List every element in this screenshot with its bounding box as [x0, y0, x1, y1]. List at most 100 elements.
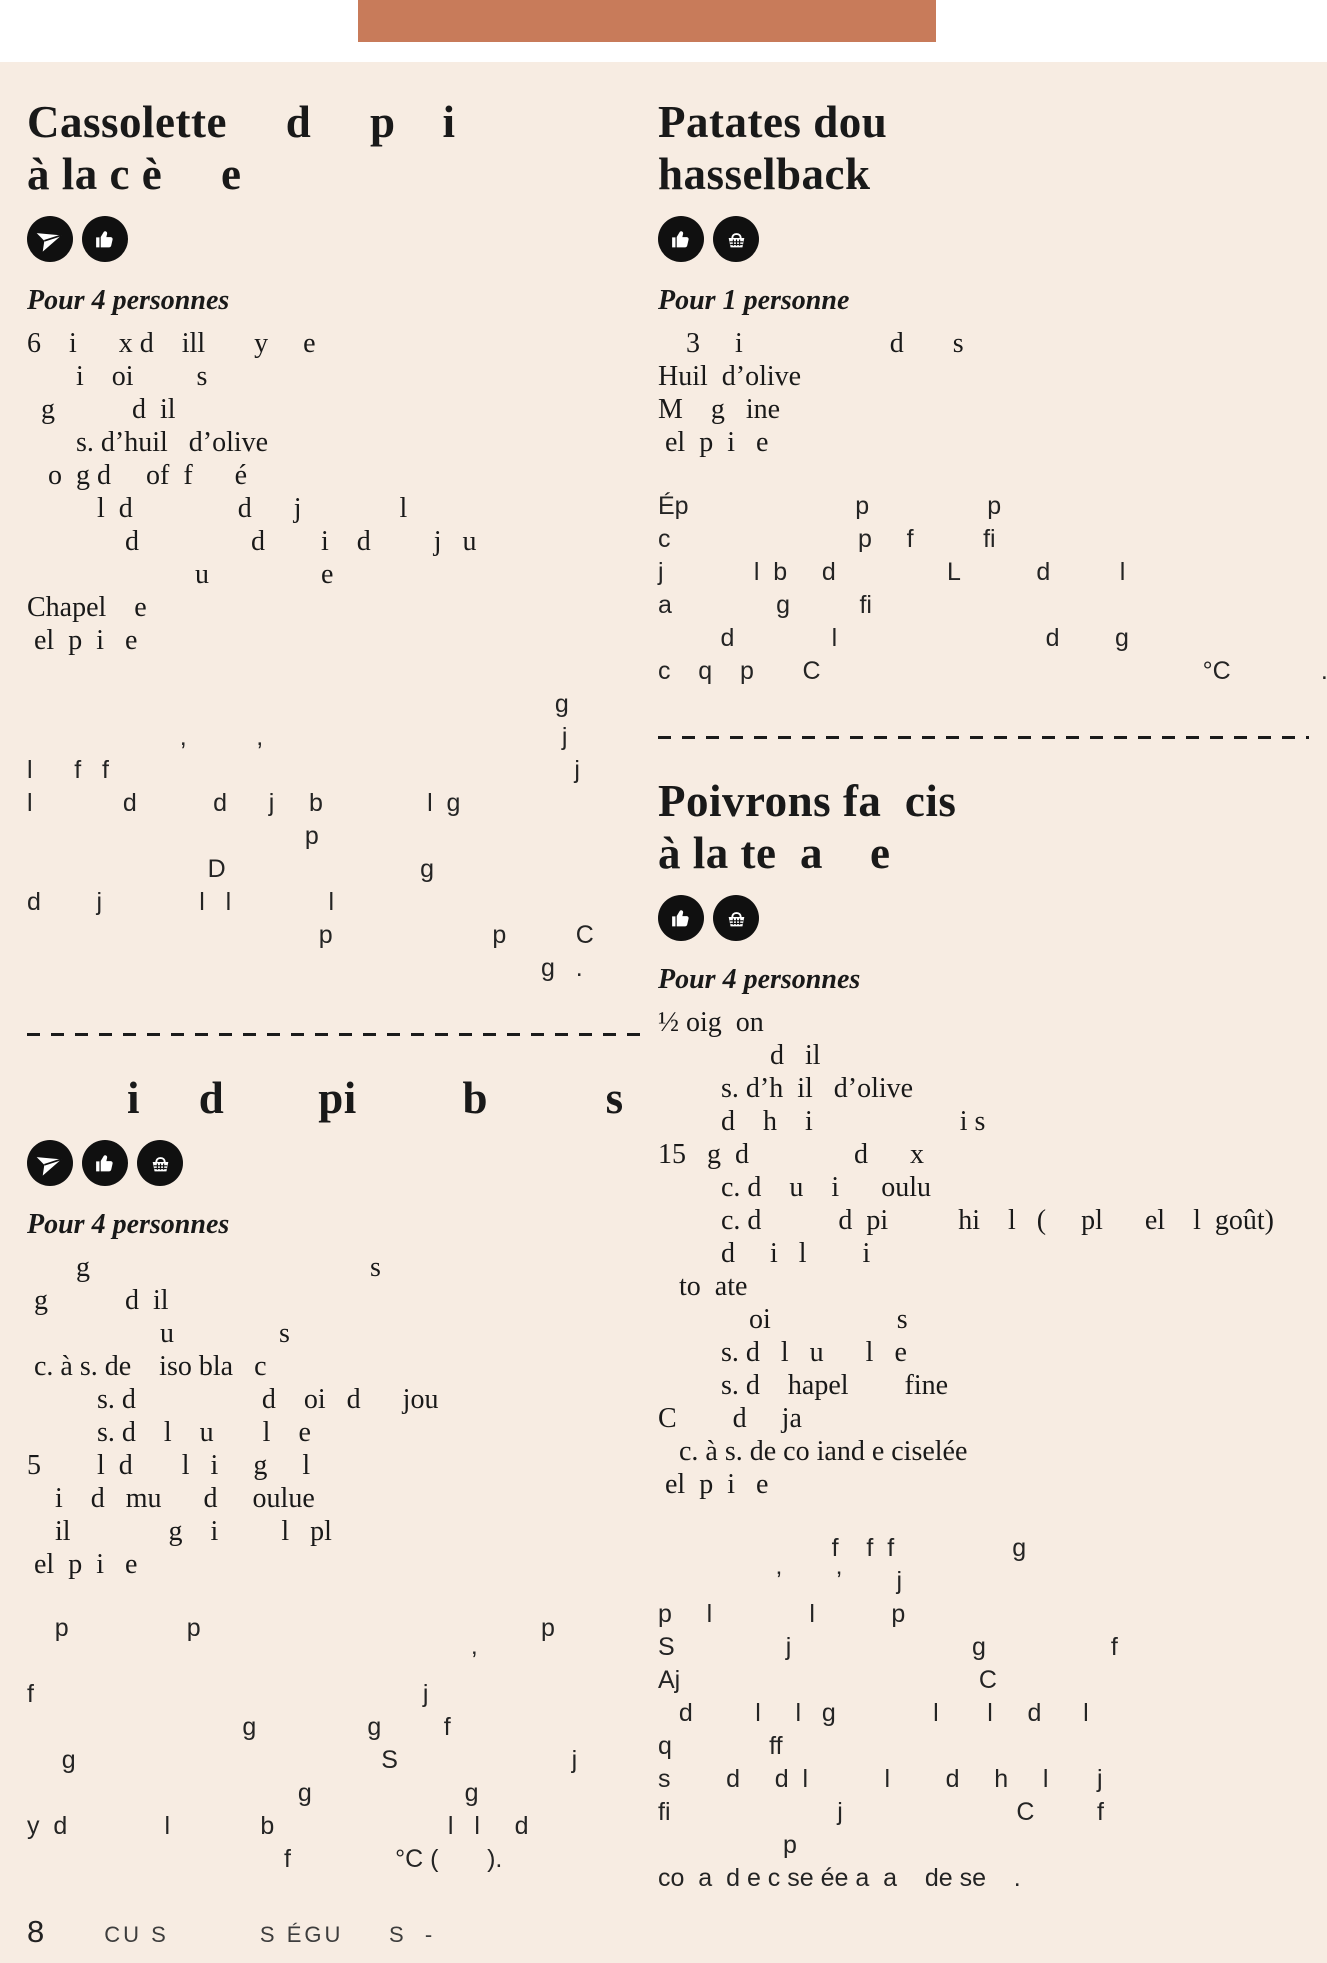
instruction-line: p p p — [27, 1614, 555, 1642]
instruction-line: ’ ’ j — [658, 1567, 903, 1595]
ingredient-line: l d d j l — [27, 493, 408, 524]
ingredient-line: g d il — [27, 394, 176, 425]
ingredient-line: Chapel e — [27, 592, 147, 623]
ingredient-line: 6 i x d ill y e — [27, 328, 316, 359]
basket-icon[interactable] — [713, 895, 759, 941]
ingredient-line: to ate — [658, 1271, 748, 1302]
ingredient-line: c. d u i oulu — [658, 1172, 931, 1203]
instruction-line: co a d e c se ée a a de se . — [658, 1864, 1021, 1892]
accent-bar — [358, 0, 936, 42]
right-column: Patates dou hasselback — [658, 96, 1327, 1895]
thumbs-up-icon[interactable] — [82, 216, 128, 262]
recipe-title-line: à la c è e — [27, 149, 242, 199]
instruction-line: p p C — [27, 921, 594, 949]
recipe-title: i d pi b s — [27, 1072, 640, 1124]
ingredient-line: el p i e — [658, 427, 769, 458]
ingredient-list: g s g d il u s c. à s. de iso bla c s. d… — [27, 1251, 640, 1581]
ingredient-line: 15 g d d x — [658, 1139, 924, 1170]
ingredient-line: C d ja — [658, 1403, 802, 1434]
instruction-line: s d d l l d h l j — [658, 1765, 1103, 1793]
ingredient-list: 6 i x d ill y e i oi s g d il s. d’huil … — [27, 327, 640, 657]
ingredient-line: g d il — [27, 1285, 169, 1316]
recipe-title-line: Cassolette d p i — [27, 97, 456, 147]
dashed-divider — [658, 736, 1309, 739]
recipe-poivrons: Poivrons fa cis à la te a e — [658, 775, 1309, 1895]
instruction-line: fi j C f — [658, 1798, 1104, 1826]
thumbs-up-icon[interactable] — [658, 895, 704, 941]
instruction-line: d l l g l l d l — [658, 1699, 1089, 1727]
ingredient-line: s. d hapel fine — [658, 1370, 949, 1401]
ingredient-line: Huil d’olive — [658, 361, 802, 392]
ingredient-list: 3 i d s Huil d’olive M g ine el p i e — [658, 327, 1309, 459]
dashed-divider — [27, 1033, 640, 1036]
thumbs-up-icon[interactable] — [82, 1140, 128, 1186]
ingredient-line: i d mu d oulue — [27, 1483, 315, 1514]
thumbs-up-icon[interactable] — [658, 216, 704, 262]
footer-label: CU S S ÉGU S - — [104, 1922, 436, 1947]
recipe-title: Patates dou hasselback — [658, 96, 1309, 200]
recipe-patates: Patates dou hasselback — [658, 96, 1327, 688]
page-footer: 8 CU S S ÉGU S - — [27, 1914, 435, 1950]
instruction-line: q ff — [658, 1732, 783, 1760]
instruction-line: l f f j — [27, 756, 580, 784]
ingredient-list: ½ oig on d il s. d’h il d’olive d h i i … — [658, 1006, 1309, 1501]
ingredient-line: M g ine — [658, 394, 781, 425]
instruction-line: l d d j b l g — [27, 789, 461, 817]
instruction-line: p l l p — [658, 1600, 906, 1628]
serves-label: Pour 4 personnes — [658, 964, 861, 995]
serves-label: Pour 4 personnes — [27, 1209, 230, 1240]
ingredient-line: u s — [27, 1318, 290, 1349]
recipe-actions — [27, 216, 640, 262]
ingredient-line: s. d’huil d’olive — [27, 427, 269, 458]
recipe-actions — [658, 216, 1309, 262]
instruction-line: S j g f — [658, 1633, 1118, 1661]
instruction-line: Aj C — [658, 1666, 997, 1694]
recipe-title-line: Patates dou — [658, 97, 888, 147]
ingredient-line: d i l i — [658, 1238, 871, 1269]
instruction-line: c p f fi — [658, 525, 996, 553]
ingredient-line: d il — [658, 1040, 821, 1071]
instruction-line: p — [658, 1831, 797, 1859]
recipe-actions — [658, 895, 1309, 941]
ingredient-line: d d i d j u — [27, 526, 477, 557]
instruction-line: g g — [27, 1779, 479, 1807]
basket-icon[interactable] — [137, 1140, 183, 1186]
ingredient-line: s. d d oi d jou — [27, 1384, 439, 1415]
serves-label: Pour 1 personne — [658, 285, 850, 316]
ingredient-line: s. d l u l e — [658, 1337, 907, 1368]
instruction-line: y d l b l l d — [27, 1812, 529, 1840]
send-icon[interactable] — [27, 216, 73, 262]
send-icon[interactable] — [27, 1140, 73, 1186]
recipe-title-line: hasselback — [658, 149, 871, 199]
ingredient-line: el p i e — [27, 625, 138, 656]
ingredient-line: g s — [27, 1252, 381, 1283]
instruction-line: a g fi — [658, 591, 872, 619]
instruction-line: j l b d L d l — [658, 558, 1126, 586]
page-number: 8 — [27, 1914, 45, 1949]
ingredient-line: s. d’h il d’olive — [658, 1073, 914, 1104]
instruction-line: D g — [27, 855, 435, 883]
recipe-title: Poivrons fa cis à la te a e — [658, 775, 1309, 879]
basket-icon[interactable] — [713, 216, 759, 262]
ingredient-line: c. d d pi hi l ( pl el l goût) — [658, 1205, 1274, 1236]
instruction-line: p — [27, 822, 319, 850]
recipe-title-line: i d pi b s — [127, 1073, 624, 1123]
recipe-title-line: à la te a e — [658, 828, 891, 878]
ingredient-line: el p i e — [658, 1469, 769, 1500]
instruction-line: f f f g — [658, 1534, 1027, 1562]
instruction-line: d l d g — [658, 624, 1129, 652]
ingredient-line: c. à s. de co iand e ciselée — [658, 1436, 968, 1467]
instructions: p p p ’ f j — [27, 1612, 640, 1876]
serves-label: Pour 4 personnes — [27, 285, 230, 316]
recipe-title-line: Poivrons fa cis — [658, 776, 957, 826]
ingredient-line: u e — [27, 559, 334, 590]
instruction-line: ’ — [27, 1647, 478, 1675]
instruction-line: f °C ( ). — [27, 1845, 503, 1873]
